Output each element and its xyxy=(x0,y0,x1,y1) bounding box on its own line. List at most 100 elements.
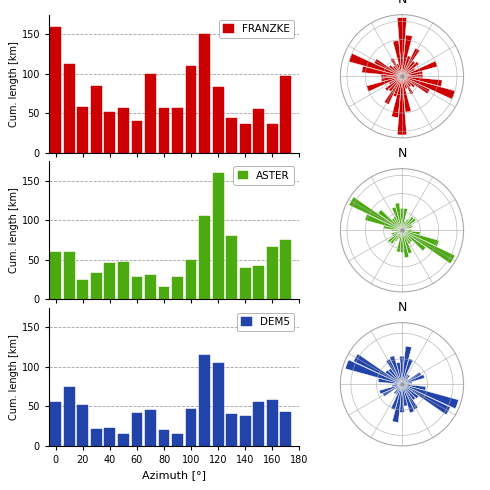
Bar xyxy=(172,277,183,299)
Bar xyxy=(402,76,442,86)
Bar xyxy=(64,252,74,299)
Bar xyxy=(379,384,402,394)
Bar xyxy=(398,230,402,239)
Bar xyxy=(213,363,223,446)
Text: N: N xyxy=(397,0,407,6)
Bar xyxy=(385,76,402,91)
Bar xyxy=(402,384,414,413)
Bar xyxy=(402,379,408,384)
Bar xyxy=(118,108,129,153)
Bar xyxy=(390,356,402,384)
Bar xyxy=(362,66,402,76)
Bar xyxy=(402,372,421,384)
Bar xyxy=(402,208,408,230)
Bar xyxy=(402,384,450,415)
Bar xyxy=(402,230,409,258)
Bar xyxy=(50,252,61,299)
Bar xyxy=(240,124,250,153)
Bar xyxy=(402,56,411,76)
Bar xyxy=(64,64,74,153)
Bar xyxy=(402,217,414,230)
Bar xyxy=(402,384,426,391)
Bar xyxy=(402,374,425,384)
Bar xyxy=(91,86,102,153)
Bar xyxy=(77,405,88,446)
Bar xyxy=(402,384,416,400)
Bar xyxy=(186,66,196,153)
Bar xyxy=(280,75,291,153)
Bar xyxy=(388,230,402,243)
Text: N: N xyxy=(397,301,407,314)
Y-axis label: Cum. length [km]: Cum. length [km] xyxy=(9,41,19,127)
Bar xyxy=(64,387,74,446)
Bar xyxy=(402,230,411,244)
Bar xyxy=(392,230,402,236)
Bar xyxy=(402,384,410,385)
Bar xyxy=(402,384,459,409)
Bar xyxy=(172,108,183,153)
Bar xyxy=(349,53,402,76)
Bar xyxy=(159,430,170,446)
Bar xyxy=(104,263,115,299)
Bar xyxy=(402,384,418,410)
Bar xyxy=(104,112,115,153)
Bar xyxy=(402,68,415,76)
Bar xyxy=(50,402,61,446)
Bar xyxy=(402,62,419,76)
Bar xyxy=(378,210,402,230)
Bar xyxy=(402,76,408,89)
Bar xyxy=(402,71,423,76)
Bar xyxy=(389,368,402,384)
Bar xyxy=(393,76,402,97)
Bar xyxy=(394,384,402,385)
Bar xyxy=(213,173,223,299)
Bar xyxy=(397,18,407,76)
Bar xyxy=(385,370,402,384)
Bar xyxy=(402,218,416,230)
Bar xyxy=(400,356,404,384)
Bar xyxy=(402,229,412,231)
Y-axis label: Cum. length [km]: Cum. length [km] xyxy=(9,187,19,273)
Bar xyxy=(118,434,129,446)
Bar xyxy=(378,378,402,384)
Bar xyxy=(172,434,183,446)
Bar xyxy=(384,76,402,104)
Bar xyxy=(50,26,61,153)
Bar xyxy=(402,359,413,384)
Bar xyxy=(280,412,291,446)
Bar xyxy=(402,374,408,384)
Bar xyxy=(402,225,413,230)
Bar xyxy=(367,76,402,92)
Bar xyxy=(397,76,407,135)
Bar xyxy=(402,76,411,87)
Bar xyxy=(240,416,250,446)
Bar xyxy=(267,400,278,446)
Bar xyxy=(391,58,402,76)
Bar xyxy=(402,230,420,235)
Bar xyxy=(402,220,409,230)
Bar xyxy=(91,429,102,446)
Bar xyxy=(389,65,402,76)
Bar xyxy=(131,276,143,299)
Bar xyxy=(199,34,210,153)
Bar xyxy=(402,76,411,112)
Bar xyxy=(402,229,408,230)
Bar xyxy=(400,230,404,252)
Legend: ASTER: ASTER xyxy=(233,167,294,185)
Bar xyxy=(402,61,437,76)
Bar xyxy=(226,236,237,299)
Bar xyxy=(383,384,402,396)
Legend: FRANZKE: FRANZKE xyxy=(219,20,294,38)
Bar xyxy=(402,230,426,251)
Bar xyxy=(402,375,410,384)
Bar xyxy=(396,363,402,384)
Bar xyxy=(253,266,264,299)
Bar xyxy=(186,409,196,446)
Bar xyxy=(381,76,402,81)
Bar xyxy=(374,59,402,76)
Bar xyxy=(400,384,404,413)
Bar xyxy=(392,384,402,422)
Bar xyxy=(240,268,250,299)
Bar xyxy=(396,230,402,252)
Bar xyxy=(391,230,402,235)
